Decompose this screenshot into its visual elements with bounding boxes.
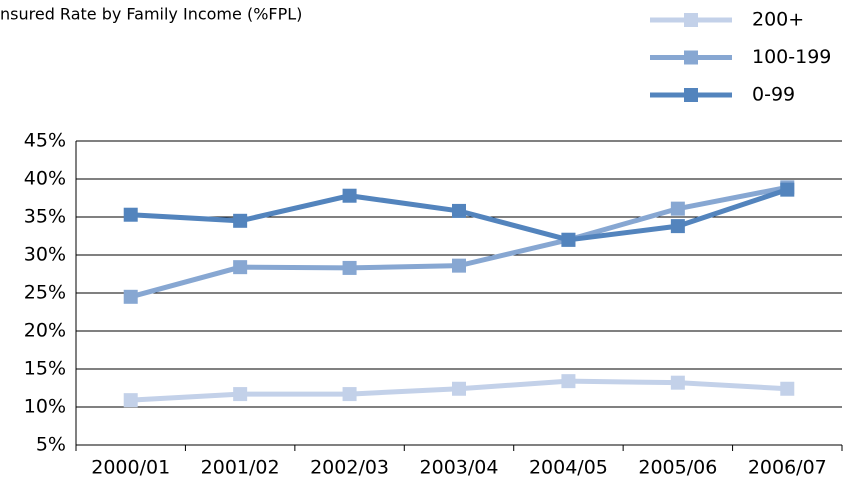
y-tick-label: 45%: [24, 130, 66, 152]
x-tick-label: 2003/04: [420, 457, 499, 479]
data-point: [452, 381, 466, 396]
y-tick-label: 35%: [24, 206, 66, 228]
data-point: [670, 219, 685, 234]
legend-label: 100-199: [752, 46, 831, 68]
data-point: [561, 374, 576, 389]
y-tick-label: 30%: [24, 244, 66, 266]
legend-label: 200+: [752, 9, 804, 31]
series-line: [130, 184, 788, 300]
data-point: [342, 188, 357, 203]
y-tick-label: 40%: [24, 168, 66, 190]
legend-label: 0-99: [752, 84, 795, 106]
x-tick-label: 2001/02: [201, 457, 280, 479]
data-point: [123, 289, 138, 304]
data-point: [123, 207, 138, 222]
chart-title: nsured Rate by Family Income (%FPL): [0, 5, 302, 24]
data-point: [561, 232, 576, 247]
legend-marker: [684, 50, 698, 65]
x-tick-label: 2005/06: [638, 457, 717, 479]
x-tick-label: 2002/03: [310, 457, 389, 479]
data-point: [342, 260, 357, 275]
data-point: [233, 213, 248, 228]
data-point: [780, 182, 795, 197]
y-tick-label: 10%: [24, 396, 66, 418]
legend-marker: [684, 13, 698, 27]
data-point: [780, 381, 795, 396]
data-point: [452, 258, 466, 273]
y-tick-label: 15%: [24, 358, 66, 380]
data-point: [670, 375, 685, 390]
y-tick-label: 25%: [24, 282, 66, 304]
x-tick-label: 2004/05: [529, 457, 608, 479]
y-tick-label: 5%: [36, 434, 66, 456]
x-tick-label: 2000/01: [91, 457, 170, 479]
data-point: [452, 203, 466, 218]
data-point: [233, 260, 248, 275]
data-point: [342, 387, 357, 402]
x-tick-label: 2006/07: [748, 457, 827, 479]
data-point: [123, 393, 138, 408]
y-tick-label: 20%: [24, 320, 66, 342]
data-point: [670, 201, 685, 216]
data-point: [233, 387, 248, 402]
legend-marker: [684, 88, 698, 102]
